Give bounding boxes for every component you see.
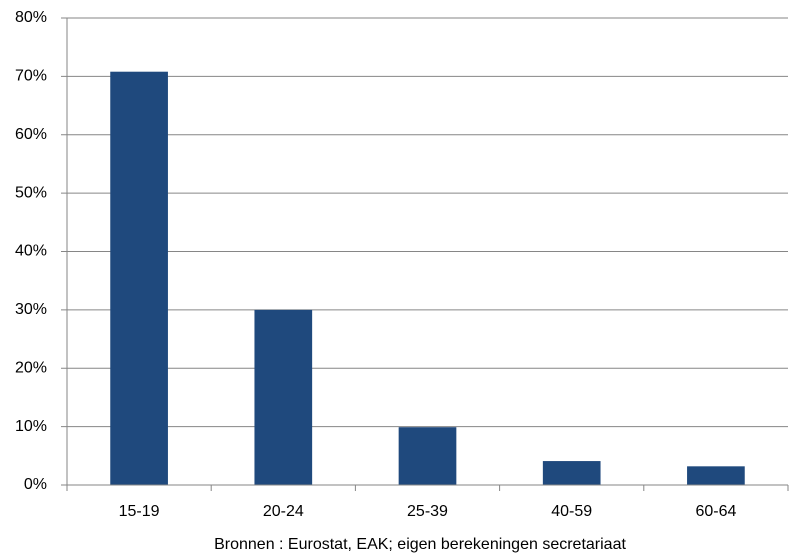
y-tick-label: 40% bbox=[15, 243, 47, 260]
bar bbox=[254, 309, 313, 485]
y-tick-label: 20% bbox=[15, 359, 47, 376]
x-tick-label: 15-19 bbox=[119, 503, 160, 520]
x-tick-label: 60-64 bbox=[695, 503, 736, 520]
y-tick-label: 10% bbox=[15, 418, 47, 435]
bar bbox=[687, 466, 745, 485]
x-axis-title: Bronnen : Eurostat, EAK; eigen berekenin… bbox=[214, 536, 626, 553]
x-tick-label: 40-59 bbox=[551, 503, 592, 520]
y-tick-label: 70% bbox=[15, 68, 47, 85]
y-tick-label: 80% bbox=[15, 9, 47, 26]
y-tick-label: 0% bbox=[24, 476, 47, 493]
y-tick-label: 50% bbox=[15, 184, 47, 201]
bar bbox=[542, 461, 601, 485]
y-tick-label: 30% bbox=[15, 301, 47, 318]
x-tick-label: 20-24 bbox=[263, 503, 304, 520]
x-tick-label: 25-39 bbox=[407, 503, 448, 520]
y-tick-label: 60% bbox=[15, 126, 47, 143]
bar bbox=[398, 427, 457, 485]
bar bbox=[110, 71, 168, 485]
